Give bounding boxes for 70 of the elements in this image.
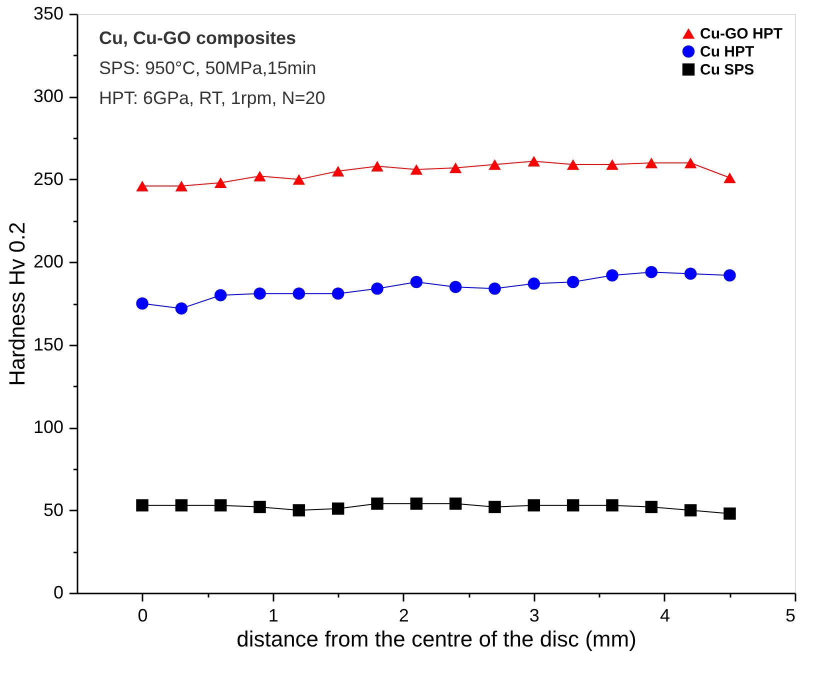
point	[410, 164, 423, 175]
y-tick-label: 350	[33, 4, 64, 24]
point	[292, 504, 306, 516]
point	[254, 170, 266, 182]
y-tick-label: 200	[33, 252, 64, 272]
point	[175, 499, 188, 512]
point	[684, 268, 697, 280]
point	[332, 166, 344, 176]
x-tick-label: 2	[398, 606, 409, 626]
y-tick-label: 0	[53, 582, 64, 602]
x-tick-label: 1	[268, 606, 278, 626]
point	[528, 278, 540, 290]
point	[136, 180, 148, 192]
point	[724, 269, 736, 282]
y-tick-label: 50	[43, 500, 64, 520]
point	[254, 500, 266, 514]
point	[684, 158, 697, 168]
x-tick-label: 4	[660, 606, 670, 626]
point	[449, 280, 462, 294]
point	[449, 498, 462, 510]
point	[371, 160, 384, 172]
point	[371, 498, 384, 510]
point	[566, 499, 580, 512]
point	[606, 159, 618, 170]
point	[488, 282, 501, 295]
point	[645, 158, 658, 168]
point	[645, 500, 658, 514]
point	[724, 172, 736, 184]
point	[528, 499, 540, 512]
annotation: HPT: 6GPa, RT, 1rpm, N=20	[99, 88, 326, 108]
point	[214, 177, 227, 188]
point	[136, 297, 148, 310]
y-tick-label: 250	[33, 168, 64, 189]
point	[488, 500, 501, 514]
point	[332, 287, 344, 300]
x-tick-label: 3	[529, 606, 540, 626]
y-tick-label: 100	[33, 417, 64, 438]
point	[566, 276, 580, 288]
legend-label: Cu HPT	[700, 44, 754, 60]
point	[371, 282, 384, 295]
point	[292, 287, 306, 300]
y-tick-label: 150	[33, 334, 64, 354]
annotation: Cu, Cu-GO composites	[99, 28, 296, 48]
point	[528, 156, 540, 167]
point	[684, 504, 697, 516]
point	[645, 266, 658, 278]
point	[488, 159, 501, 170]
x-tick-label: 0	[138, 606, 148, 626]
point	[606, 269, 618, 282]
point	[332, 502, 344, 515]
point	[175, 302, 188, 315]
point	[724, 507, 736, 520]
y-axis-title: Hardness Hv 0.2	[4, 222, 30, 386]
point	[449, 162, 462, 174]
point	[606, 499, 618, 512]
legend-label: Cu-GO HPT	[700, 26, 782, 42]
x-axis-title: distance from the centre of the disc (mm)	[236, 626, 636, 652]
annotation: SPS: 950°C, 50MPa,15min	[99, 58, 316, 78]
point	[254, 287, 266, 300]
point	[566, 159, 580, 170]
point	[292, 174, 306, 185]
legend-label: Cu SPS	[700, 62, 754, 78]
point	[214, 289, 227, 302]
point	[410, 276, 423, 288]
x-tick-label: 5	[785, 606, 796, 626]
point	[175, 180, 188, 192]
y-tick-label: 300	[33, 86, 64, 106]
point	[214, 499, 227, 512]
point	[136, 499, 148, 512]
point	[410, 498, 423, 510]
